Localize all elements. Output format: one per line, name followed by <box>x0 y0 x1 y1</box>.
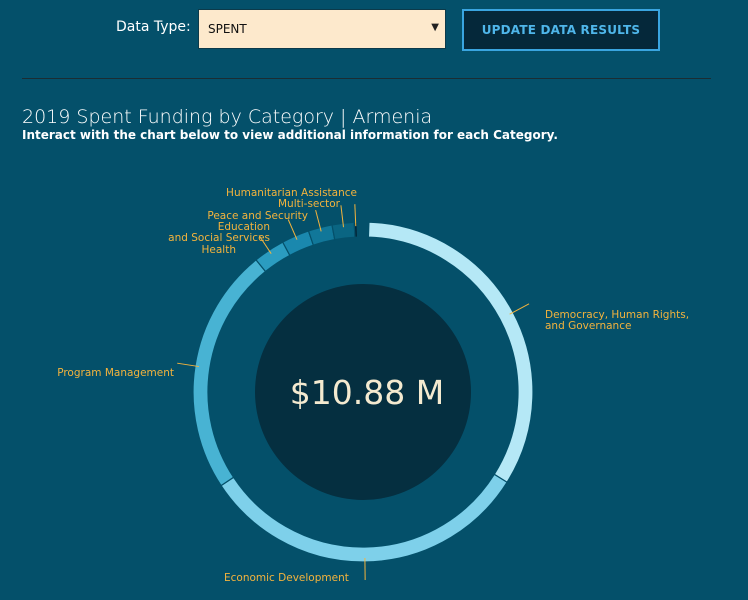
donut-labels: Democracy, Human Rights, and Governance Ec… <box>57 187 689 584</box>
donut-label-economic-development: Economic Development <box>224 572 349 584</box>
divider <box>22 78 711 79</box>
chart-subtitle: Interact with the chart below to view ad… <box>22 128 558 142</box>
leader-line-multi-sector <box>340 205 345 228</box>
donut-label-democracy-human-rights-and-governance: Democracy, Human Rights, and Governance <box>545 309 689 332</box>
donut-label-peace-and-security: Peace and Security <box>207 210 308 222</box>
leader-line-peace-and-security <box>315 209 322 232</box>
leader-line-program-management <box>177 362 200 368</box>
data-type-select[interactable]: SPENT ▼ <box>198 9 446 49</box>
donut-label-multi-sector: Multi-sector <box>278 198 341 210</box>
donut-segment-program-management[interactable] <box>192 258 267 487</box>
data-type-label: Data Type: <box>116 19 191 35</box>
data-type-selected-value: SPENT <box>208 22 247 36</box>
donut-label-health: Health <box>202 244 236 256</box>
chart-title: 2019 Spent Funding by Category | Armenia <box>22 106 433 128</box>
donut-segment-peace-and-security[interactable] <box>307 224 336 246</box>
leader-line-humanitarian-assistance <box>354 204 357 227</box>
donut-center-value: $10.88 M <box>290 373 444 412</box>
leader-line-education-and-social-services <box>287 219 298 240</box>
leader-line-health <box>258 235 272 254</box>
donut-segments <box>192 221 534 563</box>
leader-line-democracy-human-rights-and-governance <box>509 303 530 315</box>
chevron-down-icon: ▼ <box>431 22 439 33</box>
donut-label-education-and-social-services: Education and Social Services <box>168 221 270 244</box>
update-data-results-button[interactable]: UPDATE DATA RESULTS <box>462 9 660 51</box>
donut-label-humanitarian-assistance: Humanitarian Assistance <box>226 187 357 199</box>
donut-leader-lines <box>177 204 530 580</box>
donut-label-program-management: Program Management <box>57 367 174 379</box>
donut-segment-education-and-social-services[interactable] <box>281 230 315 257</box>
donut-center-disc <box>255 284 471 500</box>
